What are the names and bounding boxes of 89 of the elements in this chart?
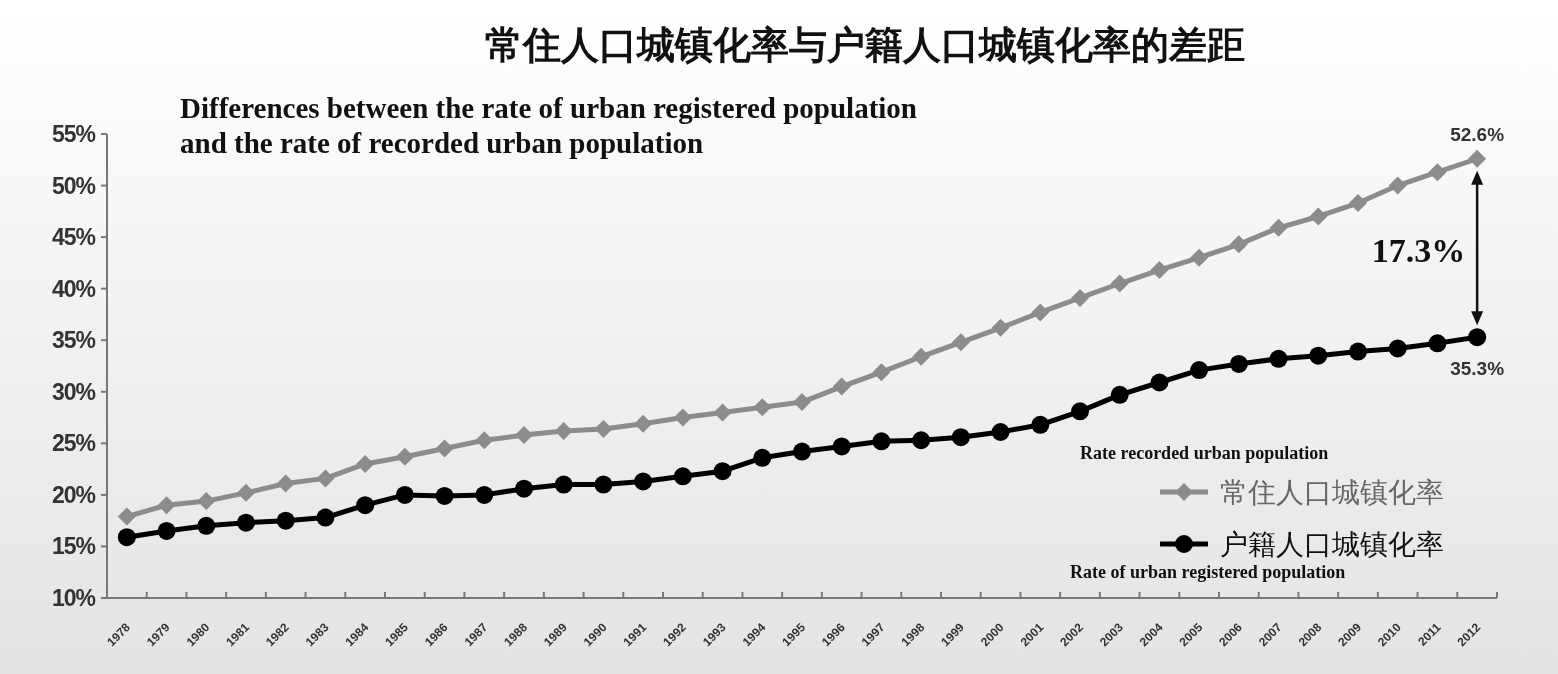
annotation: Rate of urban registered population [1070, 562, 1346, 582]
y-tick-label: 20% [51, 481, 96, 508]
point [237, 483, 255, 502]
point [197, 516, 216, 535]
point [1229, 354, 1248, 373]
point [1349, 342, 1367, 361]
point [117, 528, 136, 547]
point [197, 492, 216, 511]
point [912, 347, 931, 366]
point [1071, 288, 1089, 307]
annotation: 17.3% [1371, 232, 1466, 269]
point [475, 431, 494, 450]
point [1190, 361, 1209, 380]
point [1468, 149, 1487, 168]
point [832, 437, 851, 456]
y-tick-label: 40% [51, 275, 96, 302]
point [1110, 385, 1129, 404]
point [991, 318, 1010, 337]
point [515, 479, 533, 498]
point [951, 428, 970, 447]
point [713, 462, 732, 481]
point [475, 485, 494, 504]
data-label: 52.6% [1450, 123, 1505, 145]
point [713, 403, 732, 422]
point [1388, 176, 1407, 195]
y-tick-label: 10% [51, 585, 96, 611]
point [1229, 235, 1248, 254]
point [316, 508, 335, 527]
point [872, 432, 891, 451]
point [594, 475, 613, 494]
point [832, 377, 851, 396]
legend-label: 常住人口城镇化率 [1220, 477, 1444, 508]
point [1031, 303, 1050, 322]
point [1428, 334, 1447, 353]
point [1269, 349, 1288, 368]
point [554, 475, 573, 494]
y-tick-label: 15% [51, 533, 96, 560]
point [276, 511, 295, 530]
annotation: Rate recorded urban population [1080, 443, 1329, 463]
point [395, 447, 414, 466]
chart-title: 常住人口城镇化率与户籍人口城镇化率的差距 [485, 24, 1245, 66]
point [1150, 261, 1169, 280]
point [316, 469, 335, 488]
point [753, 398, 772, 417]
point [117, 507, 136, 526]
data-label: 35.3% [1450, 358, 1505, 380]
point [872, 363, 891, 382]
point [1388, 339, 1407, 358]
point [1071, 402, 1089, 421]
point [991, 422, 1010, 441]
point [1110, 274, 1129, 293]
point [1428, 163, 1447, 182]
y-tick-label: 45% [51, 224, 96, 251]
point [1150, 373, 1169, 392]
point [1269, 218, 1288, 237]
point [1309, 346, 1328, 365]
point [435, 486, 454, 505]
y-tick-label: 30% [51, 378, 96, 405]
point [395, 485, 414, 504]
legend-label: 户籍人口城镇化率 [1220, 529, 1444, 560]
point [1349, 194, 1367, 213]
point [356, 454, 375, 473]
point [912, 431, 931, 450]
y-tick-label: 50% [51, 172, 96, 199]
point [594, 419, 613, 438]
point [634, 414, 653, 433]
chart-subtitle: Differences between the rate of urban registered population and the rate of recorded urban population [180, 92, 917, 159]
point [157, 521, 176, 540]
point [435, 439, 454, 458]
point [1031, 415, 1050, 434]
point [793, 442, 811, 461]
point [1309, 207, 1328, 226]
y-tick-label: 55% [51, 121, 96, 147]
point [951, 333, 970, 352]
point [793, 393, 811, 412]
point [515, 426, 533, 445]
y-tick-label: 35% [51, 327, 96, 354]
y-tick-label: 25% [51, 430, 96, 457]
point [276, 474, 295, 493]
point [673, 467, 692, 486]
point [554, 421, 573, 440]
point [356, 496, 375, 515]
point [1468, 328, 1487, 347]
point [157, 496, 176, 515]
point [237, 513, 255, 532]
point [673, 408, 692, 427]
point [634, 472, 653, 491]
point [753, 448, 772, 467]
point [1190, 248, 1209, 267]
